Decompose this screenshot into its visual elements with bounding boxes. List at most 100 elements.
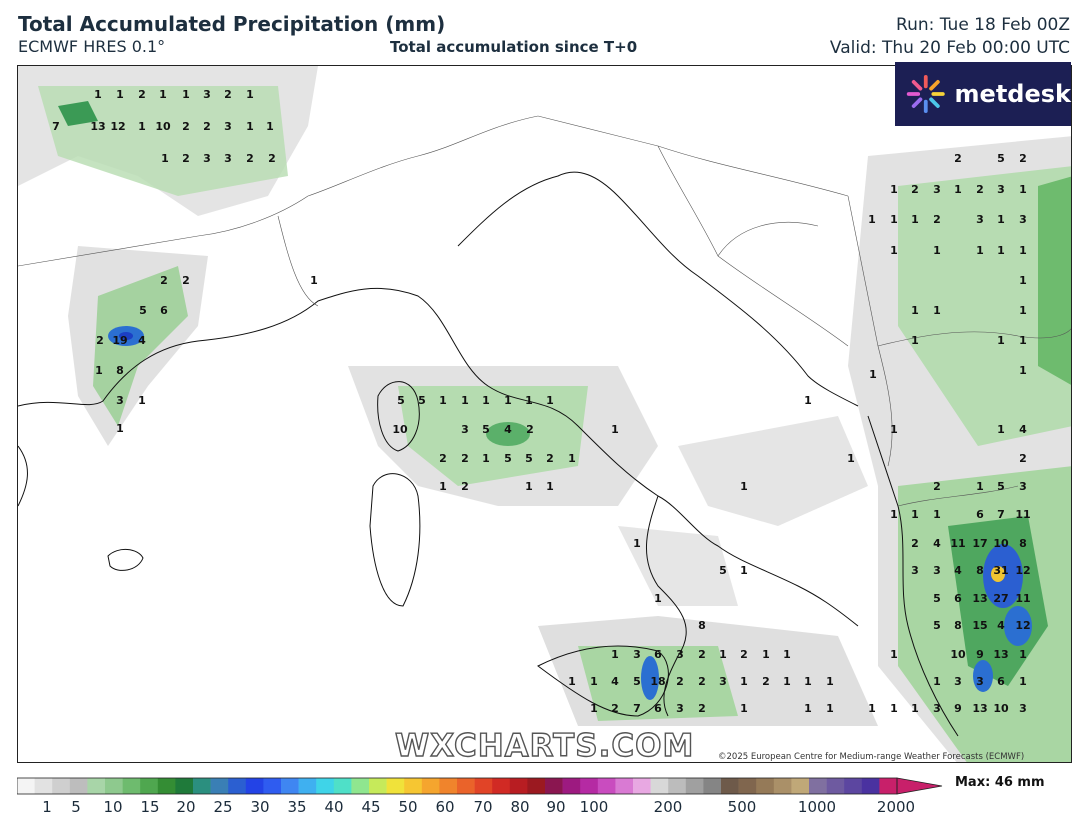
precip-value: 13 bbox=[90, 120, 105, 133]
precip-value: 3 bbox=[676, 648, 684, 661]
color-scale-cell bbox=[738, 778, 757, 794]
precip-value: 1 bbox=[1019, 304, 1027, 317]
color-scale-ticks: 1 5 10 15 20 25 30 35 40 45 50 60 70 80 90 100 200 500 100… bbox=[0, 798, 1088, 818]
color-scale-cell bbox=[281, 778, 299, 794]
color-scale-cell bbox=[756, 778, 775, 794]
precip-value: 2 bbox=[1019, 452, 1027, 465]
precip-value: 2 bbox=[546, 452, 554, 465]
precip-value: 4 bbox=[504, 423, 512, 436]
color-scale-cell bbox=[369, 778, 387, 794]
precip-value: 6 bbox=[654, 702, 662, 715]
run-time: Run: Tue 18 Feb 00Z bbox=[896, 15, 1070, 35]
precip-value: 2 bbox=[96, 334, 104, 347]
precip-value: 2 bbox=[698, 648, 706, 661]
precip-value: 10 bbox=[950, 648, 966, 661]
precip-value: 5 bbox=[997, 480, 1005, 493]
precip-value: 3 bbox=[933, 702, 941, 715]
precip-value: 1 bbox=[1019, 334, 1027, 347]
precip-value: 1 bbox=[568, 452, 576, 465]
color-scale-tick: 2000 bbox=[876, 798, 916, 816]
color-scale-cell bbox=[157, 778, 176, 794]
precip-value: 2 bbox=[182, 120, 190, 133]
precip-value: 1 bbox=[933, 675, 941, 688]
color-scale-cell bbox=[316, 778, 335, 794]
max-value-label: Max: 46 mm bbox=[955, 775, 1045, 790]
precip-value: 7 bbox=[997, 508, 1005, 521]
precip-value: 3 bbox=[1019, 213, 1027, 226]
precip-value: 1 bbox=[762, 648, 770, 661]
coastlines bbox=[18, 171, 959, 737]
precip-value: 1 bbox=[890, 648, 898, 661]
color-scale-tick: 30 bbox=[250, 798, 270, 816]
color-scale-tick: 45 bbox=[361, 798, 381, 816]
precip-value: 2 bbox=[676, 675, 684, 688]
precip-value: 1 bbox=[783, 648, 791, 661]
color-scale-tick: 1 bbox=[42, 798, 52, 816]
map-canvas: 1 1 2 1 1 3 2 17 13 12 1 10 2 2 3 1 11 2 3 3 2 212 25 62 19 41 83 1… bbox=[18, 66, 1071, 762]
precip-value: 1 bbox=[310, 274, 318, 287]
color-scale-tick: 40 bbox=[324, 798, 344, 816]
precip-value: 1 bbox=[159, 88, 167, 101]
precip-value: 1 bbox=[868, 213, 876, 226]
color-scale-cell bbox=[668, 778, 687, 794]
precipitation-map[interactable]: 1 1 2 1 1 3 2 1 7 13 12 1 10 2 2 3 1 1 1 2 3 3 2 2 1 2 2 5 6 2 19 4 1 8 3 1… bbox=[17, 65, 1072, 763]
precip-value: 2 bbox=[611, 702, 619, 715]
color-scale-cell bbox=[492, 778, 511, 794]
precip-value: 1 bbox=[161, 152, 169, 165]
precip-value: 7 bbox=[52, 120, 60, 133]
precip-value: 3 bbox=[676, 702, 684, 715]
precip-value: 1 bbox=[911, 508, 919, 521]
precip-value: 2 bbox=[461, 480, 469, 493]
color-scale-tick: 70 bbox=[473, 798, 493, 816]
precip-value: 3 bbox=[116, 394, 124, 407]
color-scale-cell bbox=[421, 778, 440, 794]
precip-value: 1 bbox=[590, 675, 598, 688]
metdesk-flower-icon bbox=[906, 75, 945, 113]
precip-value: 1 bbox=[482, 394, 490, 407]
color-scale-cell bbox=[333, 778, 352, 794]
color-scale-cell bbox=[175, 778, 194, 794]
precip-value: 31 bbox=[993, 564, 1008, 577]
precip-value: 11 bbox=[1015, 508, 1030, 521]
precip-value-labels: 1 1 2 1 1 3 2 17 13 12 1 10 2 2 3 1 11 2 3 3 2 212 25 62 19 41 83 1… bbox=[52, 88, 1030, 715]
precip-value: 3 bbox=[911, 564, 919, 577]
precip-value: 17 bbox=[972, 537, 987, 550]
precip-value: 2 bbox=[762, 675, 770, 688]
color-scale-cell bbox=[703, 778, 722, 794]
precip-value: 2 bbox=[182, 274, 190, 287]
precip-value: 1 bbox=[1019, 364, 1027, 377]
color-scale-cell bbox=[457, 778, 475, 794]
precip-value: 1 bbox=[997, 244, 1005, 257]
precip-value: 6 bbox=[954, 592, 962, 605]
precip-value: 1 bbox=[890, 213, 898, 226]
color-scale-cell bbox=[562, 778, 581, 794]
color-scale-tick: 1000 bbox=[797, 798, 837, 816]
color-scale-cell bbox=[17, 778, 35, 794]
precip-value: 1 bbox=[138, 394, 146, 407]
precip-value: 1 bbox=[439, 480, 447, 493]
precip-value: 1 bbox=[933, 304, 941, 317]
precip-value: 1 bbox=[890, 508, 898, 521]
precip-value: 13 bbox=[972, 592, 987, 605]
color-scale-tick: 100 bbox=[579, 798, 609, 816]
precip-value: 1 bbox=[804, 394, 812, 407]
color-scale-cell bbox=[580, 778, 599, 794]
precip-value: 1 bbox=[719, 648, 727, 661]
color-scale-tick: 200 bbox=[653, 798, 683, 816]
precip-value: 10 bbox=[993, 537, 1009, 550]
precip-value: 3 bbox=[224, 152, 232, 165]
precip-value: 2 bbox=[138, 88, 146, 101]
precip-value: 5 bbox=[933, 592, 941, 605]
precip-value: 12 bbox=[1015, 619, 1030, 632]
color-scale-cell bbox=[122, 778, 141, 794]
precip-value: 1 bbox=[266, 120, 274, 133]
color-scale-cell bbox=[527, 778, 546, 794]
precip-value: 1 bbox=[911, 213, 919, 226]
color-scale-cell bbox=[791, 778, 810, 794]
precip-value: 1 bbox=[933, 508, 941, 521]
precip-value: 2 bbox=[698, 702, 706, 715]
color-scale-cell bbox=[245, 778, 264, 794]
precip-value: 1 bbox=[740, 702, 748, 715]
precip-value: 1 bbox=[504, 394, 512, 407]
color-scale-cell bbox=[351, 778, 370, 794]
